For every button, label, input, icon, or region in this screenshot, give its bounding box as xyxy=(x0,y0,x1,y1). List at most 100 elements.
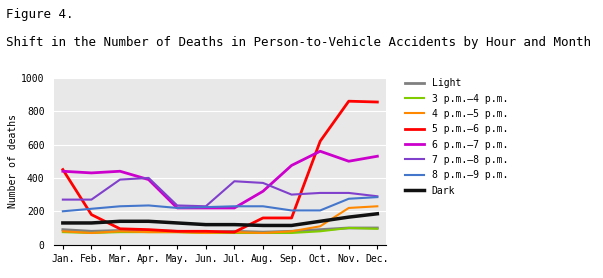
8 p.m.–9 p.m. xyxy=(259,205,267,208)
Text: Figure 4.: Figure 4. xyxy=(6,8,74,21)
4 p.m.–5 p.m. xyxy=(202,231,209,235)
Line: 3 p.m.–4 p.m.: 3 p.m.–4 p.m. xyxy=(63,228,377,233)
6 p.m.–7 p.m. xyxy=(174,206,181,210)
8 p.m.–9 p.m. xyxy=(145,204,152,207)
Light xyxy=(88,230,95,233)
Dark xyxy=(317,220,324,223)
7 p.m.–8 p.m. xyxy=(59,198,66,201)
Dark xyxy=(145,220,152,223)
8 p.m.–9 p.m. xyxy=(116,205,124,208)
5 p.m.–6 p.m. xyxy=(145,228,152,231)
8 p.m.–9 p.m. xyxy=(231,205,238,208)
6 p.m.–7 p.m. xyxy=(59,170,66,173)
7 p.m.–8 p.m. xyxy=(174,204,181,207)
5 p.m.–6 p.m. xyxy=(345,100,352,103)
6 p.m.–7 p.m. xyxy=(345,160,352,163)
7 p.m.–8 p.m. xyxy=(145,176,152,180)
5 p.m.–6 p.m. xyxy=(288,216,295,220)
Line: 6 p.m.–7 p.m.: 6 p.m.–7 p.m. xyxy=(63,151,377,208)
Line: 5 p.m.–6 p.m.: 5 p.m.–6 p.m. xyxy=(63,101,377,232)
5 p.m.–6 p.m. xyxy=(259,216,267,220)
Line: Dark: Dark xyxy=(63,214,377,225)
4 p.m.–5 p.m. xyxy=(345,206,352,210)
Light xyxy=(288,230,295,233)
Dark xyxy=(345,215,352,219)
7 p.m.–8 p.m. xyxy=(231,180,238,183)
4 p.m.–5 p.m. xyxy=(88,231,95,235)
6 p.m.–7 p.m. xyxy=(231,206,238,210)
3 p.m.–4 p.m. xyxy=(116,230,124,234)
4 p.m.–5 p.m. xyxy=(174,230,181,234)
Line: 4 p.m.–5 p.m.: 4 p.m.–5 p.m. xyxy=(63,206,377,233)
Light xyxy=(202,230,209,234)
5 p.m.–6 p.m. xyxy=(202,230,209,233)
4 p.m.–5 p.m. xyxy=(374,205,381,208)
Dark xyxy=(88,221,95,225)
8 p.m.–9 p.m. xyxy=(345,197,352,200)
Line: 7 p.m.–8 p.m.: 7 p.m.–8 p.m. xyxy=(63,178,377,206)
8 p.m.–9 p.m. xyxy=(59,210,66,213)
7 p.m.–8 p.m. xyxy=(202,205,209,208)
Dark xyxy=(259,224,267,227)
Light xyxy=(259,230,267,234)
8 p.m.–9 p.m. xyxy=(317,209,324,212)
Light xyxy=(145,229,152,232)
6 p.m.–7 p.m. xyxy=(259,190,267,193)
5 p.m.–6 p.m. xyxy=(317,140,324,143)
3 p.m.–4 p.m. xyxy=(374,227,381,230)
3 p.m.–4 p.m. xyxy=(145,230,152,234)
7 p.m.–8 p.m. xyxy=(259,181,267,185)
7 p.m.–8 p.m. xyxy=(88,198,95,201)
3 p.m.–4 p.m. xyxy=(317,230,324,233)
8 p.m.–9 p.m. xyxy=(174,206,181,210)
Light xyxy=(345,226,352,230)
6 p.m.–7 p.m. xyxy=(88,171,95,175)
4 p.m.–5 p.m. xyxy=(317,225,324,228)
Text: Shift in the Number of Deaths in Person-to-Vehicle Accidents by Hour and Month: Shift in the Number of Deaths in Person-… xyxy=(6,36,591,49)
Dark xyxy=(374,212,381,215)
3 p.m.–4 p.m. xyxy=(202,231,209,235)
7 p.m.–8 p.m. xyxy=(374,195,381,198)
4 p.m.–5 p.m. xyxy=(231,230,238,234)
Dark xyxy=(59,221,66,225)
5 p.m.–6 p.m. xyxy=(231,230,238,234)
4 p.m.–5 p.m. xyxy=(259,231,267,235)
4 p.m.–5 p.m. xyxy=(145,230,152,234)
7 p.m.–8 p.m. xyxy=(345,191,352,195)
3 p.m.–4 p.m. xyxy=(174,230,181,234)
6 p.m.–7 p.m. xyxy=(288,164,295,167)
4 p.m.–5 p.m. xyxy=(116,230,124,233)
Dark xyxy=(202,223,209,226)
7 p.m.–8 p.m. xyxy=(116,178,124,181)
8 p.m.–9 p.m. xyxy=(374,195,381,199)
6 p.m.–7 p.m. xyxy=(374,155,381,158)
6 p.m.–7 p.m. xyxy=(317,150,324,153)
Line: Light: Light xyxy=(63,228,377,232)
6 p.m.–7 p.m. xyxy=(202,206,209,210)
Light xyxy=(174,230,181,233)
Legend: Light, 3 p.m.–4 p.m., 4 p.m.–5 p.m., 5 p.m.–6 p.m., 6 p.m.–7 p.m., 7 p.m.–8 p.m.: Light, 3 p.m.–4 p.m., 4 p.m.–5 p.m., 5 p… xyxy=(401,74,512,200)
Light xyxy=(116,229,124,232)
3 p.m.–4 p.m. xyxy=(288,231,295,235)
7 p.m.–8 p.m. xyxy=(317,191,324,195)
8 p.m.–9 p.m. xyxy=(88,207,95,210)
8 p.m.–9 p.m. xyxy=(288,209,295,212)
3 p.m.–4 p.m. xyxy=(231,231,238,235)
Light xyxy=(231,230,238,233)
3 p.m.–4 p.m. xyxy=(259,231,267,235)
4 p.m.–5 p.m. xyxy=(288,230,295,233)
Light xyxy=(374,226,381,230)
Light xyxy=(317,228,324,231)
5 p.m.–6 p.m. xyxy=(88,213,95,216)
8 p.m.–9 p.m. xyxy=(202,205,209,209)
Dark xyxy=(174,221,181,225)
Line: 8 p.m.–9 p.m.: 8 p.m.–9 p.m. xyxy=(63,197,377,211)
6 p.m.–7 p.m. xyxy=(145,178,152,181)
5 p.m.–6 p.m. xyxy=(174,230,181,233)
3 p.m.–4 p.m. xyxy=(59,230,66,234)
3 p.m.–4 p.m. xyxy=(88,231,95,235)
7 p.m.–8 p.m. xyxy=(288,193,295,196)
5 p.m.–6 p.m. xyxy=(59,168,66,171)
5 p.m.–6 p.m. xyxy=(374,100,381,104)
4 p.m.–5 p.m. xyxy=(59,230,66,233)
